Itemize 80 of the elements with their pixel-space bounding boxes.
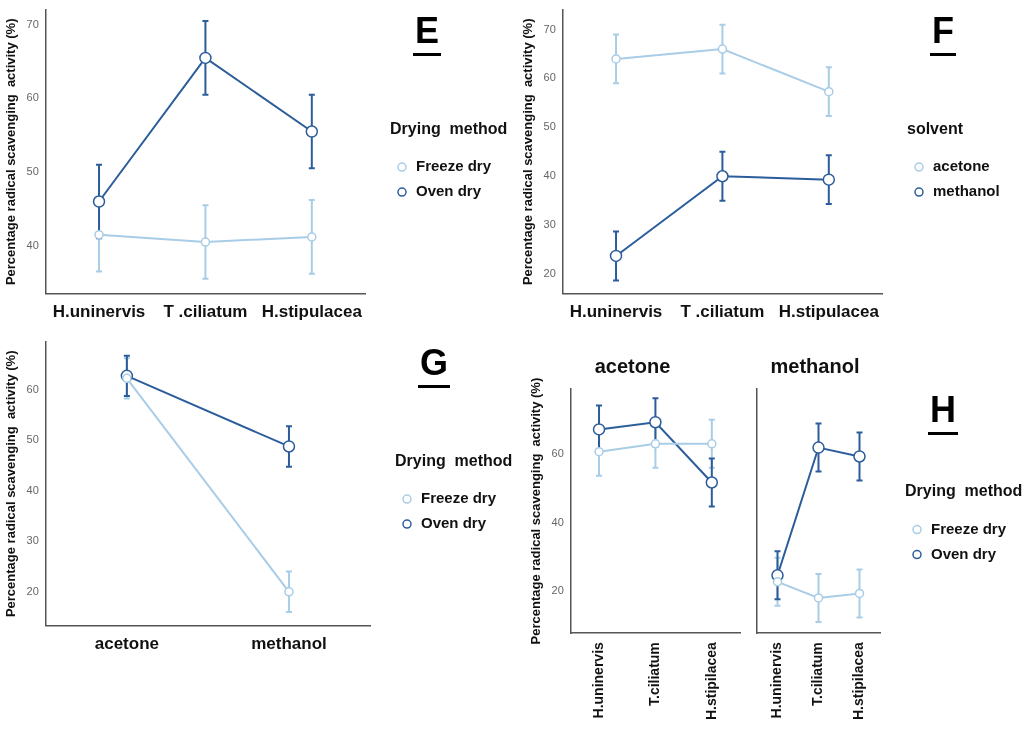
x-tick-label: T .ciliatum: [163, 302, 248, 322]
point: [122, 373, 132, 384]
legend-label: Oven dry: [421, 514, 487, 532]
y-tick-label: 20: [551, 584, 564, 597]
y-tick-label: 70: [543, 22, 556, 35]
y-axis-title: Percentage radical scavenging activity (%): [3, 350, 19, 618]
chart-title: acetone: [594, 354, 671, 377]
point: [813, 593, 824, 603]
legend-label: methanol: [933, 182, 1000, 200]
legend-title: solvent: [907, 119, 964, 137]
point: [649, 415, 662, 429]
y-tick-label: 20: [543, 267, 556, 280]
x-tick-label: H.uninervis: [589, 641, 606, 719]
point: [717, 44, 728, 54]
point: [822, 173, 836, 186]
point: [594, 446, 604, 457]
point: [812, 441, 825, 454]
text: E: [415, 9, 440, 51]
x-tick-label: H.uninervis: [768, 641, 785, 719]
point: [716, 170, 729, 183]
point: [592, 423, 606, 436]
point: [307, 232, 317, 242]
y-tick-label: 30: [26, 534, 39, 547]
x-tick-label: H.stipulacea: [261, 302, 363, 322]
point: [705, 476, 719, 489]
point: [611, 54, 621, 64]
y-axis-title: Percentage radical scavenging activity (%): [520, 18, 536, 286]
text: H: [930, 388, 956, 430]
y-tick-label: 30: [543, 218, 556, 231]
y-tick-label: 60: [26, 91, 39, 104]
x-tick-label: H.uninervis: [569, 302, 663, 322]
legend-label: acetone: [933, 157, 990, 175]
point: [650, 439, 661, 449]
point: [284, 587, 294, 597]
point: [853, 450, 866, 463]
point: [94, 229, 104, 240]
legend-label: Freeze dry: [931, 519, 1007, 537]
point: [609, 249, 623, 263]
x-tick-label: T.ciliatum: [809, 642, 826, 706]
legend-label: Freeze dry: [416, 157, 492, 175]
point: [92, 195, 106, 208]
point: [707, 439, 717, 449]
legend-title: Drying method: [390, 119, 508, 137]
point: [305, 125, 319, 138]
text: G: [420, 341, 449, 383]
y-tick-label: 40: [551, 515, 564, 528]
point: [772, 577, 783, 587]
x-tick-label: H.stipulacea: [778, 302, 880, 322]
y-tick-label: 20: [26, 584, 39, 597]
x-tick-label: H.stipilacea: [850, 641, 867, 721]
point: [824, 86, 834, 97]
text: F: [932, 9, 954, 51]
point: [282, 440, 296, 453]
point: [199, 51, 212, 65]
y-tick-label: 60: [551, 447, 564, 460]
y-tick-label: 60: [26, 382, 39, 395]
x-tick-label: methanol: [251, 634, 327, 654]
y-axis-title: Percentage radical scavenging activity (%): [3, 18, 19, 286]
y-tick-label: 50: [543, 120, 556, 133]
y-tick-label: 40: [26, 483, 39, 496]
legend-title: Drying method: [395, 451, 513, 469]
legend-label: Oven dry: [931, 544, 997, 562]
legend-label: Oven dry: [416, 182, 482, 200]
y-axis-title: Percentage radical scavenging activity (%): [528, 377, 544, 645]
y-tick-label: 50: [26, 165, 39, 178]
x-tick-label: H.uninervis: [52, 302, 146, 322]
y-tick-label: 50: [26, 433, 39, 446]
chart-title: methanol: [770, 354, 860, 377]
y-tick-label: 40: [26, 238, 39, 251]
y-tick-label: 40: [543, 169, 556, 182]
point: [200, 237, 211, 247]
point: [854, 588, 865, 599]
x-tick-label: H.stipilacea: [702, 641, 719, 721]
legend-title: Drying method: [905, 481, 1023, 499]
legend-label: Freeze dry: [421, 489, 497, 507]
x-tick-label: T.ciliatum: [646, 642, 663, 706]
x-tick-label: T .ciliatum: [680, 302, 765, 322]
y-tick-label: 60: [543, 71, 556, 84]
y-tick-label: 70: [26, 17, 39, 30]
x-tick-label: acetone: [94, 634, 159, 654]
